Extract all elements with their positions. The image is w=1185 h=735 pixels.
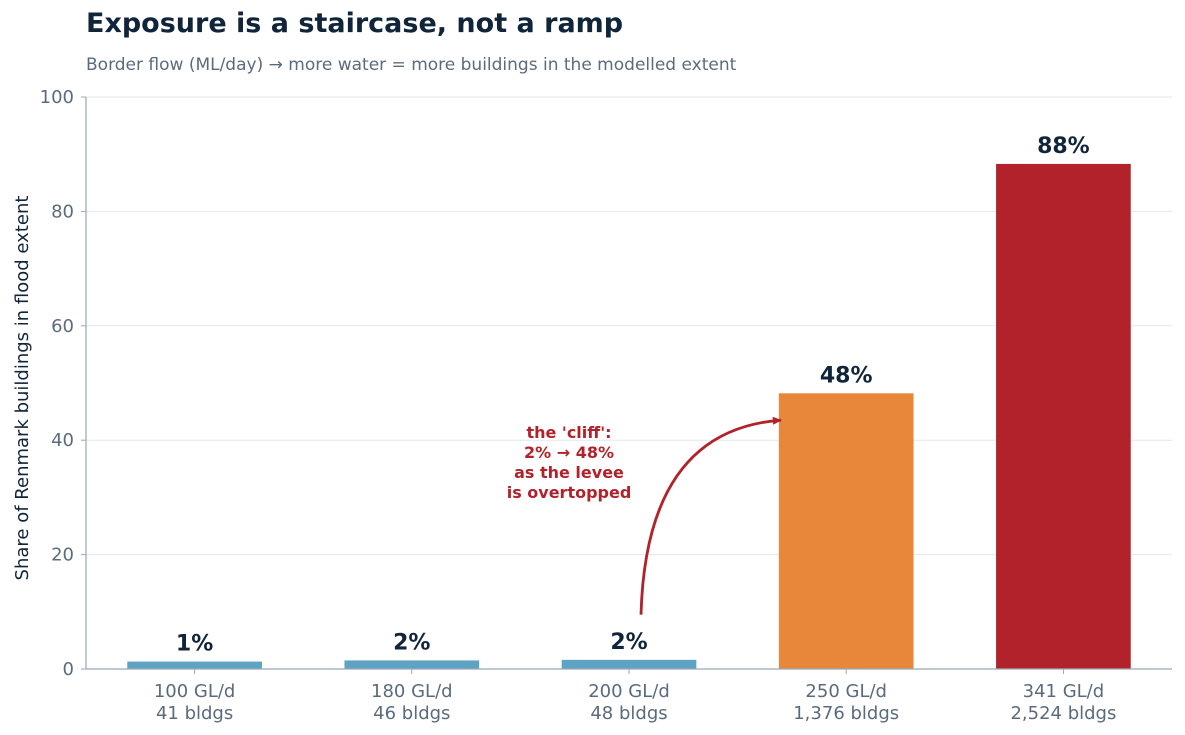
chart-subtitle: Border flow (ML/day) → more water = more… <box>86 55 737 75</box>
x-tick-label: 250 GL/d <box>805 681 887 702</box>
value-label: 48% <box>820 363 873 388</box>
bar <box>344 660 480 669</box>
x-tick-sublabel: 46 bldgs <box>373 703 450 724</box>
value-label: 2% <box>610 630 647 655</box>
value-label: 88% <box>1037 134 1090 159</box>
bar <box>127 661 262 669</box>
y-tick-label: 100 <box>40 87 74 108</box>
x-tick-label: 200 GL/d <box>588 681 670 702</box>
y-tick-label: 0 <box>63 659 74 680</box>
value-label: 2% <box>393 630 430 655</box>
x-tick-sublabel: 41 bldgs <box>156 703 233 724</box>
annotation-text: is overtopped <box>507 483 632 502</box>
annotation-text: as the levee <box>514 463 624 482</box>
x-tick-sublabel: 2,524 bldgs <box>1010 703 1116 724</box>
bar <box>996 163 1131 669</box>
bar <box>778 393 914 669</box>
annotation-text: the 'cliff': <box>526 423 611 442</box>
y-tick-label: 40 <box>51 430 74 451</box>
x-tick-label: 100 GL/d <box>154 681 236 702</box>
y-tick-label: 80 <box>51 201 74 222</box>
x-tick-sublabel: 48 bldgs <box>590 703 667 724</box>
x-tick-label: 341 GL/d <box>1023 681 1105 702</box>
x-tick-label: 180 GL/d <box>371 681 453 702</box>
y-axis-title: Share of Renmark buildings in flood exte… <box>12 196 33 581</box>
bar <box>561 659 697 669</box>
x-tick-sublabel: 1,376 bldgs <box>793 703 899 724</box>
chart-title: Exposure is a staircase, not a ramp <box>86 8 624 39</box>
annotation-arrow <box>639 416 782 615</box>
value-label: 1% <box>176 632 213 657</box>
y-tick-label: 20 <box>51 545 74 566</box>
y-tick-label: 60 <box>51 316 74 337</box>
annotation-text: 2% → 48% <box>524 443 614 462</box>
